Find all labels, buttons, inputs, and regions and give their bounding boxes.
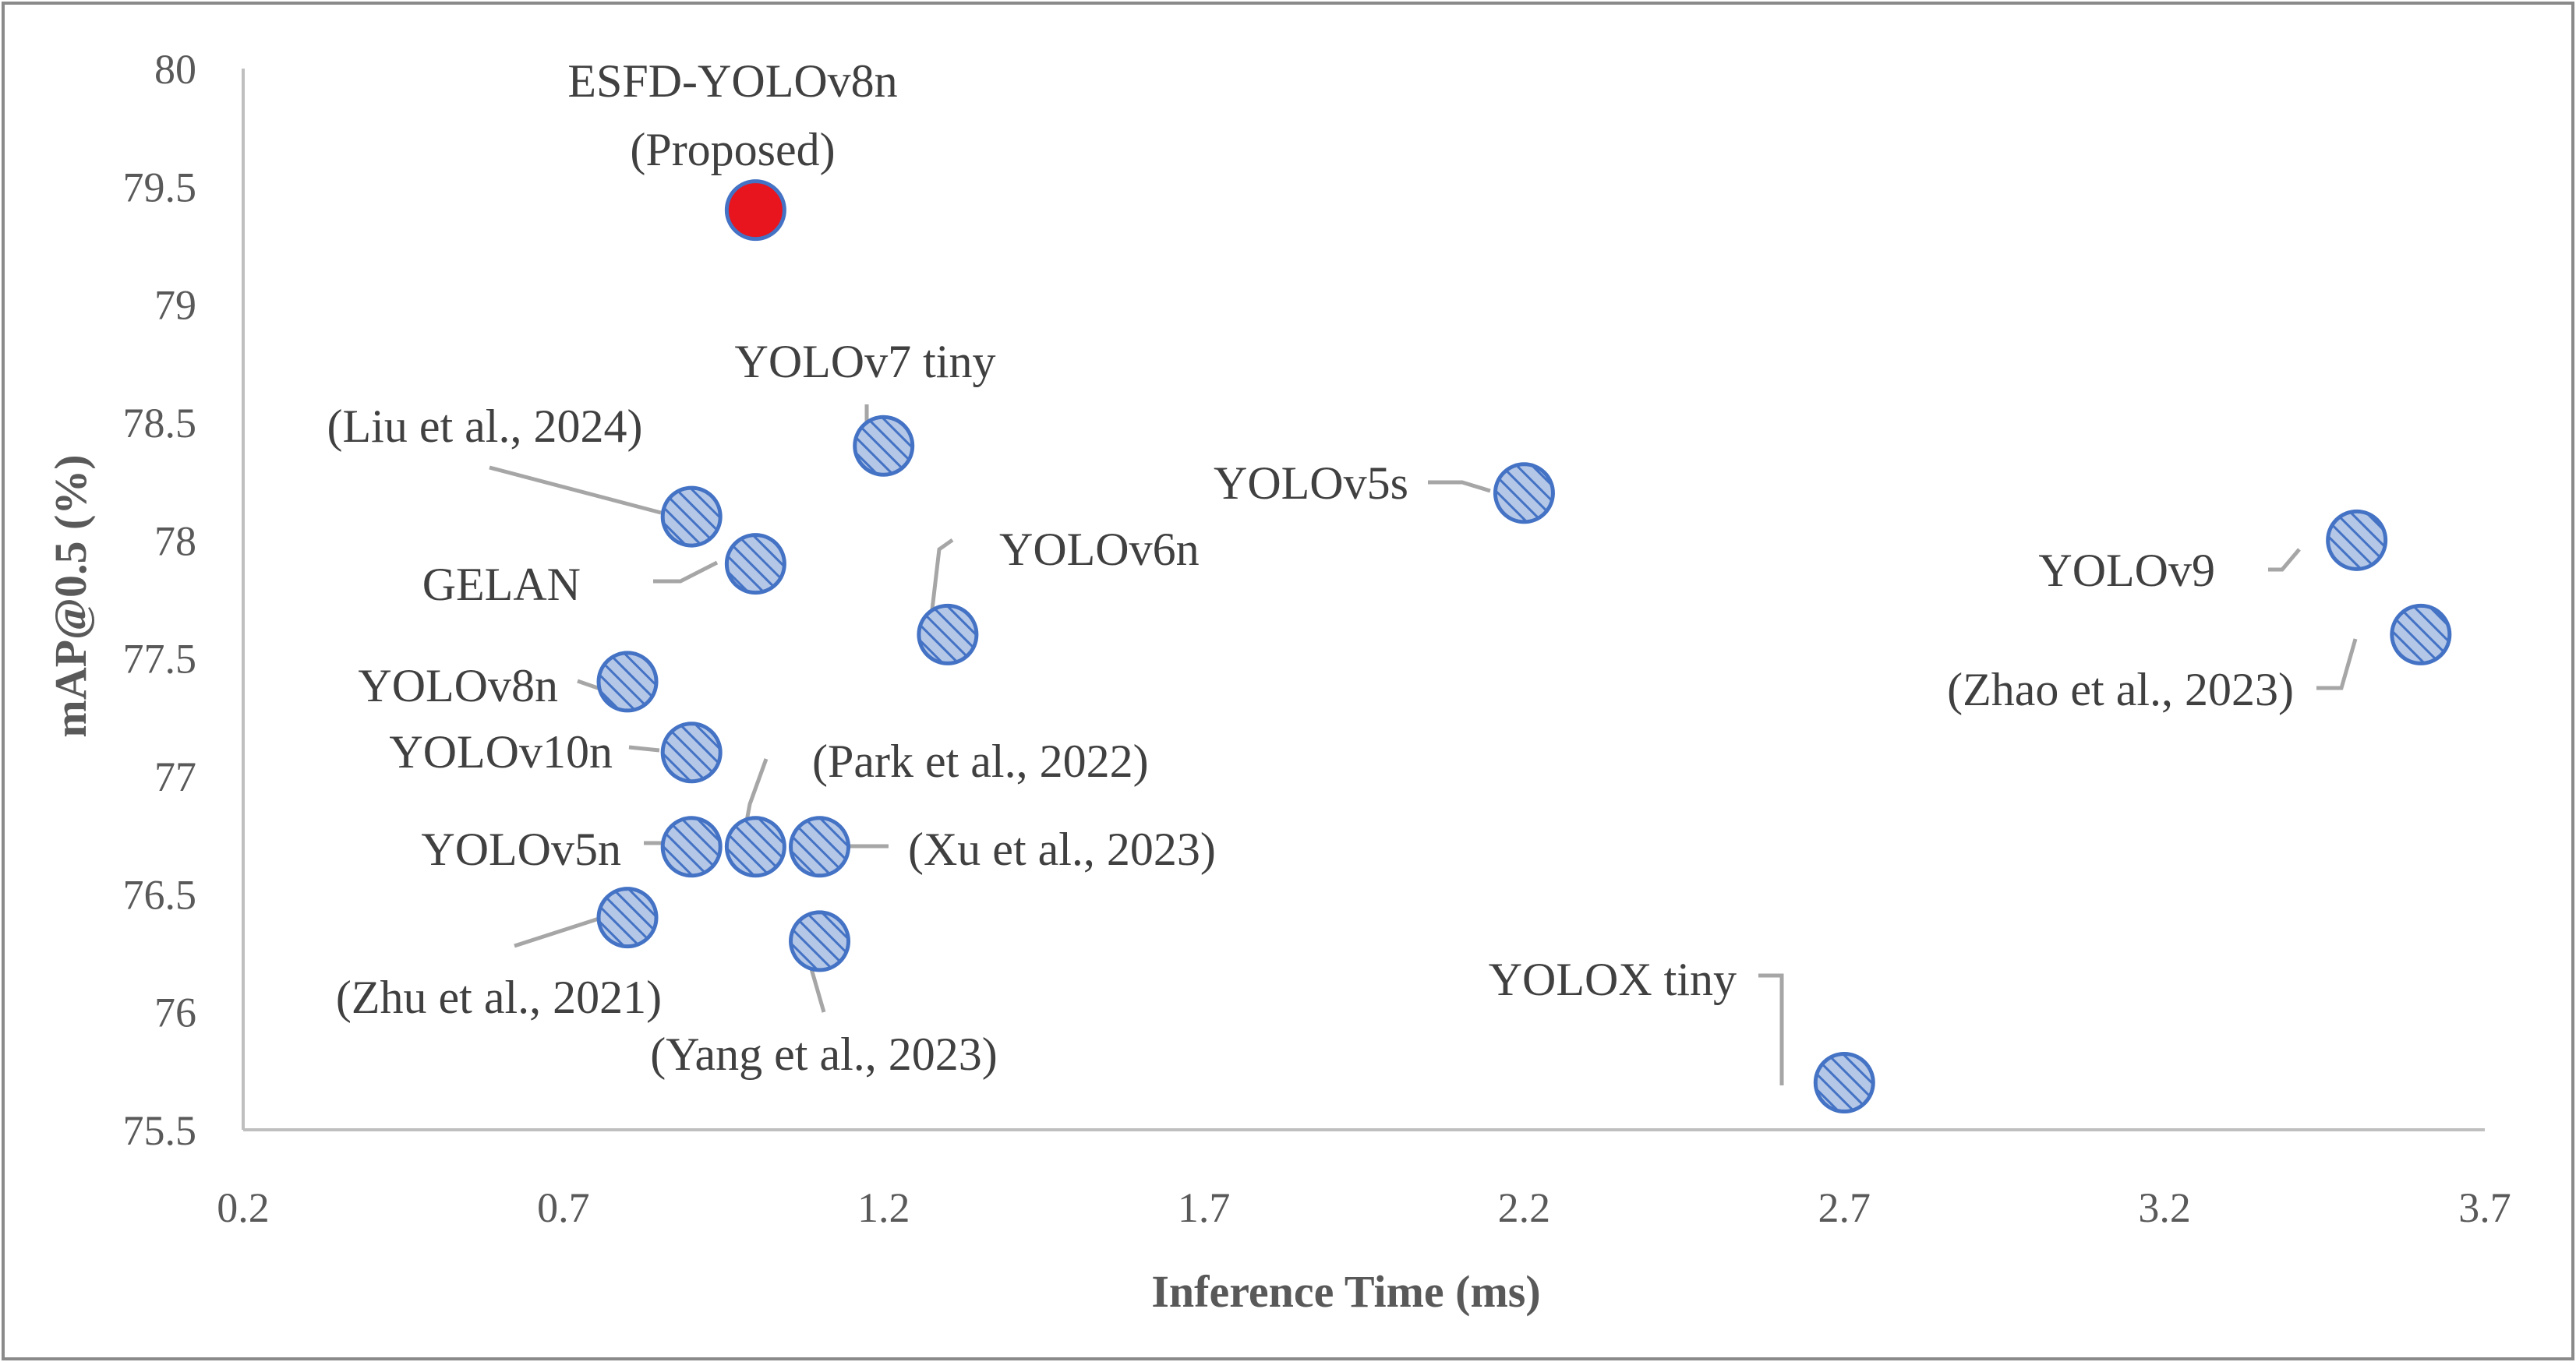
leader-line bbox=[577, 679, 601, 691]
data-point bbox=[789, 816, 851, 878]
y-tick-label: 78.5 bbox=[123, 400, 197, 446]
x-tick-label: 0.2 bbox=[217, 1184, 270, 1231]
x-tick-label: 2.2 bbox=[1498, 1184, 1551, 1231]
axes: 0.2 0.7 1.2 1.7 2.2 2.7 3.2 3.7 75.5 76 76.5 77 77.5… bbox=[123, 46, 2511, 1231]
point-label: YOLOX tiny bbox=[1489, 954, 1737, 1005]
data-point bbox=[2326, 509, 2388, 571]
leader-line bbox=[808, 965, 826, 1013]
y-tick-label: 77.5 bbox=[123, 636, 197, 683]
data-point bbox=[724, 816, 786, 878]
x-axis-title: Inference Time (ms) bbox=[1151, 1266, 1540, 1317]
y-tick-label: 79 bbox=[154, 282, 196, 329]
data-point bbox=[660, 485, 723, 548]
point-label: YOLOv7 tiny bbox=[735, 336, 996, 387]
data-point bbox=[1813, 1051, 1875, 1113]
x-tick-label: 1.7 bbox=[1178, 1184, 1231, 1231]
point-label: (Park et al., 2022) bbox=[812, 736, 1149, 787]
x-tick-label: 1.2 bbox=[857, 1184, 910, 1231]
point-label: (Xu et al., 2023) bbox=[908, 824, 1216, 875]
leader-line bbox=[1758, 973, 1784, 1085]
point-label: YOLOv9 bbox=[2038, 545, 2215, 596]
data-point bbox=[660, 722, 723, 784]
point-label: ESFD-YOLOv8n (Proposed) bbox=[567, 55, 897, 175]
data-point bbox=[596, 887, 659, 949]
y-axis-title: mAP@0.5 (%) bbox=[45, 454, 96, 737]
point-label: (Liu et al., 2024) bbox=[327, 400, 643, 452]
leader-line bbox=[2268, 548, 2301, 572]
data-point bbox=[660, 816, 723, 878]
point-label: YOLOv6n bbox=[999, 524, 1200, 575]
leader-line bbox=[930, 538, 954, 610]
y-tick-label: 76 bbox=[154, 990, 196, 1036]
point-label: YOLOv8n bbox=[358, 660, 558, 711]
x-tick-label: 2.7 bbox=[1818, 1184, 1871, 1231]
point-label: (Zhao et al., 2023) bbox=[1947, 664, 2294, 715]
leader-line bbox=[628, 745, 660, 753]
point-label: (Yang et al., 2023) bbox=[650, 1029, 998, 1080]
markers bbox=[596, 179, 2452, 1113]
point-label: GELAN bbox=[422, 559, 581, 610]
y-tick-label: 80 bbox=[154, 46, 196, 93]
data-point bbox=[596, 651, 659, 713]
data-point bbox=[1493, 462, 1555, 524]
point-label: (Zhu et al., 2021) bbox=[336, 972, 662, 1023]
leader-line bbox=[653, 560, 719, 584]
point-labels: ESFD-YOLOv8n (Proposed) YOLOv7 tiny (Liu et… bbox=[327, 55, 2294, 1080]
data-point-proposed bbox=[724, 179, 786, 242]
data-point bbox=[2390, 603, 2452, 665]
x-tick-label: 0.7 bbox=[537, 1184, 590, 1231]
y-tick-label: 75.5 bbox=[123, 1107, 197, 1154]
data-point bbox=[789, 910, 851, 972]
data-point bbox=[853, 415, 915, 477]
x-tick-label: 3.2 bbox=[2138, 1184, 2191, 1231]
leader-line bbox=[489, 465, 662, 515]
leader-line bbox=[2316, 638, 2358, 690]
leader-line bbox=[1428, 480, 1491, 493]
point-label: YOLOv5n bbox=[421, 824, 621, 875]
y-tick-label: 77 bbox=[154, 753, 196, 800]
point-label: YOLOv10n bbox=[389, 726, 613, 778]
y-tick-label: 78 bbox=[154, 517, 196, 564]
y-tick-label: 76.5 bbox=[123, 871, 197, 918]
point-label: YOLOv5s bbox=[1214, 457, 1408, 509]
data-point bbox=[917, 603, 979, 665]
x-tick-label: 3.7 bbox=[2458, 1184, 2511, 1231]
y-tick-label: 79.5 bbox=[123, 164, 197, 210]
data-point bbox=[724, 533, 786, 595]
